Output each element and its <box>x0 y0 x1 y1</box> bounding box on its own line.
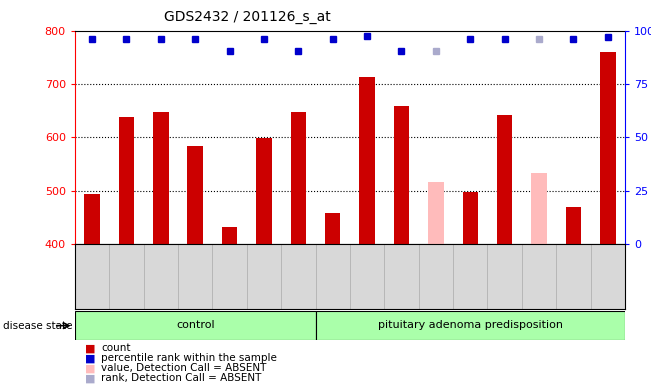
Bar <box>394 106 409 244</box>
Bar <box>428 182 443 244</box>
Text: GDS2432 / 201126_s_at: GDS2432 / 201126_s_at <box>164 10 331 23</box>
Text: value, Detection Call = ABSENT: value, Detection Call = ABSENT <box>101 363 266 373</box>
Bar <box>325 214 340 244</box>
Bar <box>290 112 306 244</box>
Bar <box>75 311 316 340</box>
Bar <box>118 117 134 244</box>
Text: rank, Detection Call = ABSENT: rank, Detection Call = ABSENT <box>101 373 261 383</box>
Text: ■: ■ <box>85 343 95 353</box>
Bar <box>85 194 100 244</box>
Bar <box>600 52 615 244</box>
Bar <box>187 146 203 244</box>
Bar <box>256 138 271 244</box>
Text: control: control <box>176 320 215 331</box>
Text: percentile rank within the sample: percentile rank within the sample <box>101 353 277 363</box>
Bar <box>462 192 478 244</box>
Bar <box>566 207 581 244</box>
Bar <box>316 311 625 340</box>
Bar <box>153 112 169 244</box>
Text: pituitary adenoma predisposition: pituitary adenoma predisposition <box>378 320 562 331</box>
Text: ■: ■ <box>85 373 95 383</box>
Bar <box>497 115 512 244</box>
Bar <box>531 173 547 244</box>
Text: ■: ■ <box>85 363 95 373</box>
Text: count: count <box>101 343 130 353</box>
Bar <box>359 76 375 244</box>
Text: ■: ■ <box>85 353 95 363</box>
Text: disease state: disease state <box>3 321 73 331</box>
Bar <box>222 227 238 244</box>
